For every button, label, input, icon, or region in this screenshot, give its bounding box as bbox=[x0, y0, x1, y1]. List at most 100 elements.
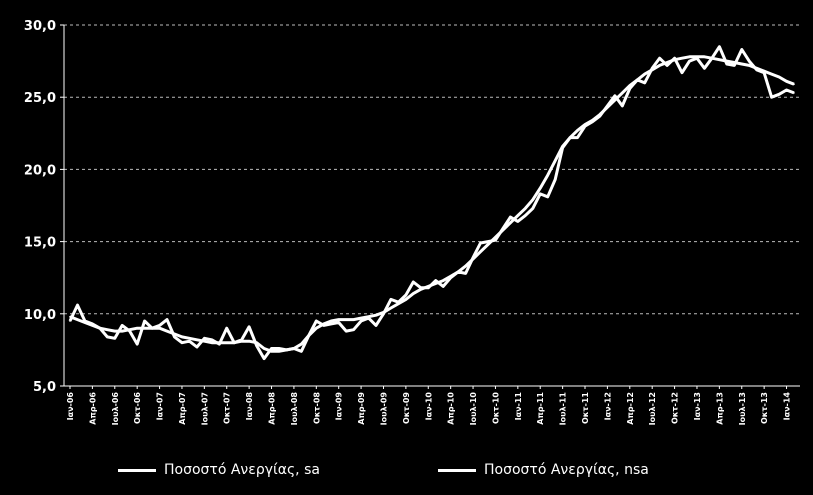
data-point-sa bbox=[248, 340, 250, 343]
x-tick-label: Ιαν-09 bbox=[335, 392, 344, 421]
data-point-nsa bbox=[539, 193, 542, 195]
data-point-sa bbox=[546, 174, 549, 176]
chart-legend: Ποσοστό Ανεργίας, sa Ποσοστό Ανεργίας, n… bbox=[0, 462, 813, 488]
data-point-sa bbox=[76, 318, 79, 321]
data-point-sa bbox=[113, 330, 116, 332]
data-point-sa bbox=[196, 338, 198, 341]
data-point-sa bbox=[785, 80, 788, 83]
y-tick-label: 10,0 bbox=[24, 308, 56, 323]
data-point-nsa bbox=[763, 71, 765, 74]
data-point-nsa bbox=[606, 105, 609, 107]
data-point-nsa bbox=[330, 323, 333, 325]
data-point-sa bbox=[278, 350, 280, 353]
data-point-sa bbox=[793, 83, 795, 86]
legend-label-nsa: Ποσοστό Ανεργίας, nsa bbox=[484, 462, 649, 478]
data-point-nsa bbox=[688, 60, 691, 62]
x-tick-label: Οκτ-10 bbox=[491, 392, 500, 424]
data-point-nsa bbox=[278, 347, 280, 350]
x-tick-label: Απρ-09 bbox=[357, 392, 366, 425]
data-point-nsa bbox=[517, 220, 519, 223]
data-point-nsa bbox=[599, 115, 601, 117]
data-point-nsa bbox=[576, 136, 579, 139]
data-point-nsa bbox=[643, 81, 646, 84]
data-point-sa bbox=[554, 159, 556, 162]
data-point-nsa bbox=[487, 240, 489, 243]
data-point-nsa bbox=[285, 349, 288, 351]
data-point-nsa bbox=[494, 239, 497, 241]
x-tick-label: Ιαν-07 bbox=[156, 392, 165, 420]
data-point-nsa bbox=[255, 344, 258, 347]
data-point-sa bbox=[740, 63, 743, 65]
data-point-nsa bbox=[554, 178, 556, 181]
data-point-sa bbox=[539, 187, 542, 189]
x-tick-label: Οκτ-06 bbox=[133, 392, 142, 424]
data-point-nsa bbox=[726, 63, 728, 65]
x-tick-label: Ιαν-06 bbox=[66, 392, 75, 421]
data-point-sa bbox=[188, 337, 191, 340]
data-point-nsa bbox=[99, 327, 101, 330]
data-point-sa bbox=[576, 129, 579, 132]
data-point-nsa bbox=[621, 105, 624, 107]
data-point-nsa bbox=[300, 350, 303, 353]
data-point-sa bbox=[300, 343, 303, 345]
x-tick-label: Οκτ-12 bbox=[671, 392, 680, 424]
data-point-nsa bbox=[181, 341, 183, 344]
y-tick-label: 15,0 bbox=[24, 236, 56, 251]
data-point-nsa bbox=[367, 317, 370, 319]
legend-line-sa bbox=[118, 468, 156, 472]
data-point-nsa bbox=[472, 256, 474, 259]
data-point-nsa bbox=[658, 57, 661, 60]
data-point-nsa bbox=[614, 94, 616, 97]
x-tick-label: Ιουλ-07 bbox=[200, 392, 209, 425]
x-tick-label: Ιαν-11 bbox=[514, 392, 523, 421]
data-point-sa bbox=[517, 214, 519, 217]
data-point-nsa bbox=[352, 328, 355, 331]
series-layer bbox=[68, 45, 795, 361]
data-point-sa bbox=[330, 320, 333, 322]
data-point-nsa bbox=[225, 327, 228, 330]
data-point-nsa bbox=[427, 287, 430, 289]
data-point-nsa bbox=[166, 318, 168, 321]
data-point-sa bbox=[143, 327, 146, 330]
x-tick-label: Ιαν-12 bbox=[603, 392, 612, 420]
data-point-nsa bbox=[412, 281, 415, 283]
data-point-nsa bbox=[196, 346, 198, 348]
x-tick-label: Ιαν-13 bbox=[693, 392, 702, 420]
data-point-sa bbox=[703, 55, 706, 58]
data-point-nsa bbox=[173, 336, 176, 338]
data-point-nsa bbox=[91, 323, 94, 325]
x-tick-label: Απρ-06 bbox=[88, 392, 97, 425]
data-point-sa bbox=[487, 243, 489, 246]
data-point-sa bbox=[643, 73, 646, 75]
data-point-sa bbox=[614, 99, 616, 101]
data-point-sa bbox=[442, 279, 444, 282]
data-point-nsa bbox=[151, 327, 153, 330]
y-tick-label: 5,0 bbox=[33, 380, 56, 395]
data-point-nsa bbox=[211, 338, 213, 341]
data-point-nsa bbox=[531, 207, 534, 210]
data-point-nsa bbox=[561, 146, 564, 149]
data-point-nsa bbox=[345, 330, 347, 332]
legend-item-nsa: Ποσοστό Ανεργίας, nsa bbox=[438, 462, 649, 478]
data-point-nsa bbox=[569, 136, 571, 139]
unemployment-line-chart: 5,0 10,0 15,0 20,0 25,0 30,0 Ιαν-06 Απρ-06 Ιουλ… bbox=[24, 19, 800, 426]
x-tick-label: Ιουλ-08 bbox=[290, 392, 299, 426]
data-point-nsa bbox=[755, 68, 758, 71]
data-point-sa bbox=[688, 55, 691, 58]
series-line-sa bbox=[69, 55, 795, 353]
y-tick-label: 25,0 bbox=[24, 91, 56, 106]
x-tick-label: Ιουλ-12 bbox=[648, 392, 657, 425]
data-point-nsa bbox=[293, 347, 295, 350]
data-point-nsa bbox=[449, 276, 452, 279]
x-tick-label: Οκτ-08 bbox=[312, 392, 321, 424]
data-point-nsa bbox=[703, 67, 706, 70]
data-point-nsa bbox=[128, 330, 131, 332]
data-point-nsa bbox=[248, 325, 250, 328]
data-point-nsa bbox=[546, 196, 549, 198]
data-point-nsa bbox=[270, 347, 273, 350]
data-point-nsa bbox=[76, 304, 79, 306]
series-line-nsa bbox=[68, 45, 795, 361]
data-point-nsa bbox=[636, 79, 639, 81]
data-point-sa bbox=[136, 327, 138, 330]
data-point-nsa bbox=[591, 120, 594, 123]
